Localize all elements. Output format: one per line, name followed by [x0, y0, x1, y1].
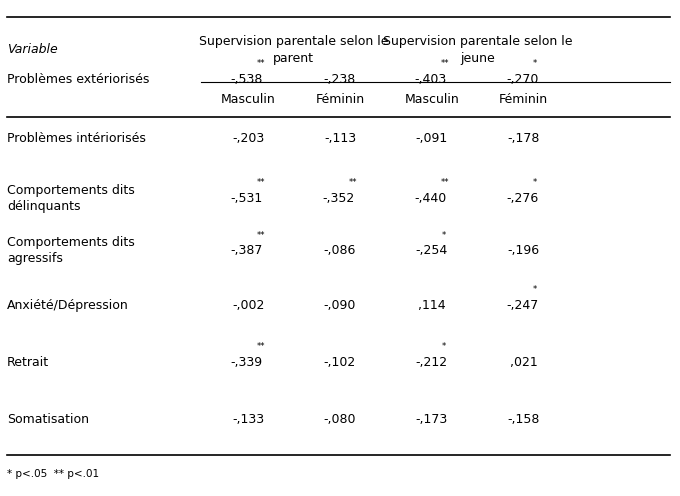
Text: -,538: -,538 [231, 73, 263, 86]
Text: ,021: ,021 [510, 356, 537, 369]
Text: -,247: -,247 [507, 299, 539, 311]
Text: Retrait: Retrait [7, 356, 49, 369]
Text: -,102: -,102 [324, 356, 356, 369]
Text: Supervision parentale selon le
jeune: Supervision parentale selon le jeune [383, 35, 572, 64]
Text: Somatisation: Somatisation [7, 413, 89, 426]
Text: -,203: -,203 [232, 132, 265, 145]
Text: Problèmes intériorisés: Problèmes intériorisés [7, 132, 146, 145]
Text: **: ** [441, 179, 449, 187]
Text: **: ** [441, 60, 449, 68]
Text: * p<.05  ** p<.01: * p<.05 ** p<.01 [7, 469, 99, 479]
Text: **: ** [349, 179, 358, 187]
Text: **: ** [257, 342, 266, 351]
Text: *: * [533, 285, 537, 294]
Text: -,113: -,113 [324, 132, 356, 145]
Text: -,080: -,080 [324, 413, 356, 426]
Text: -,403: -,403 [414, 73, 447, 86]
Text: **: ** [257, 231, 266, 240]
Text: Comportements dits
agressifs: Comportements dits agressifs [7, 236, 135, 265]
Text: Problèmes extériorisés: Problèmes extériorisés [7, 73, 149, 86]
Text: -,352: -,352 [322, 192, 355, 205]
Text: *: * [533, 179, 537, 187]
Text: Variable: Variable [7, 43, 58, 56]
Text: -,196: -,196 [507, 244, 540, 257]
Text: -,158: -,158 [507, 413, 540, 426]
Text: -,091: -,091 [415, 132, 448, 145]
Text: Supervision parentale selon le
parent: Supervision parentale selon le parent [199, 35, 388, 64]
Text: -,173: -,173 [415, 413, 448, 426]
Text: -,254: -,254 [415, 244, 447, 257]
Text: -,339: -,339 [231, 356, 263, 369]
Text: Masculin: Masculin [221, 93, 275, 106]
Text: -,387: -,387 [231, 244, 263, 257]
Text: *: * [533, 60, 537, 68]
Text: **: ** [257, 60, 266, 68]
Text: -,086: -,086 [324, 244, 356, 257]
Text: ,114: ,114 [418, 299, 445, 311]
Text: -,238: -,238 [324, 73, 356, 86]
Text: *: * [441, 342, 445, 351]
Text: -,090: -,090 [324, 299, 356, 311]
Text: -,531: -,531 [231, 192, 263, 205]
Text: -,270: -,270 [507, 73, 539, 86]
Text: -,133: -,133 [232, 413, 265, 426]
Text: Comportements dits
délinquants: Comportements dits délinquants [7, 184, 135, 213]
Text: -,212: -,212 [415, 356, 447, 369]
Text: -,002: -,002 [232, 299, 265, 311]
Text: -,276: -,276 [507, 192, 539, 205]
Text: -,440: -,440 [414, 192, 447, 205]
Text: Masculin: Masculin [405, 93, 459, 106]
Text: **: ** [257, 179, 266, 187]
Text: Anxiété/Dépression: Anxiété/Dépression [7, 299, 129, 311]
Text: -,178: -,178 [507, 132, 540, 145]
Text: Féminin: Féminin [316, 93, 364, 106]
Text: *: * [441, 231, 445, 240]
Text: Féminin: Féminin [499, 93, 548, 106]
